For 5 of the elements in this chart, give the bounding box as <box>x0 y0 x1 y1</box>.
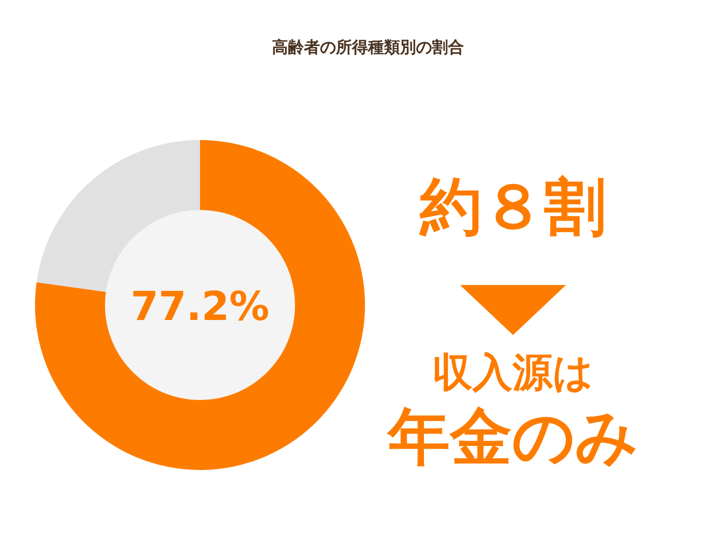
text: 77.2% <box>130 284 270 330</box>
text: 収入源は <box>432 349 594 398</box>
text: 約８割 <box>418 169 607 245</box>
text: 年金のみ <box>386 399 639 475</box>
chart-title: 高齢者の所得種類別の割合 <box>272 38 464 56</box>
